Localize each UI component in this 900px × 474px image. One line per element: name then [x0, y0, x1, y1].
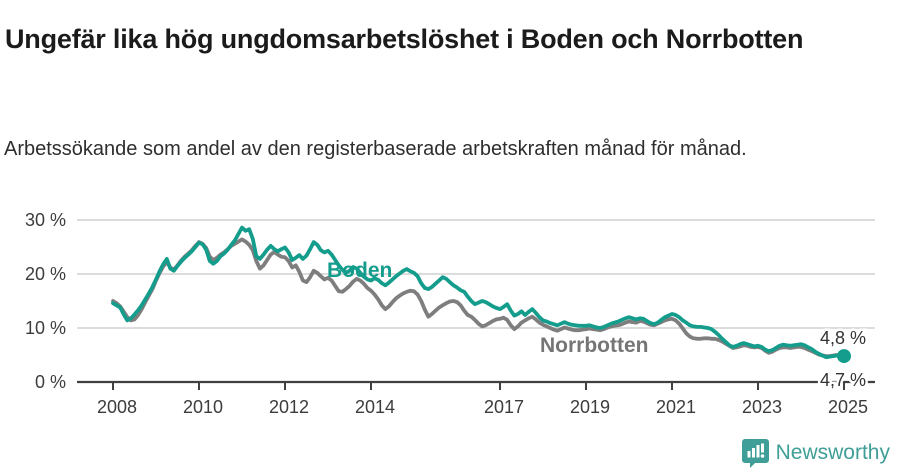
series-end-dot — [837, 349, 851, 364]
x-tick-label: 2023 — [742, 397, 782, 417]
x-tick-label: 2014 — [355, 397, 395, 417]
x-tick-label: 2021 — [656, 397, 696, 417]
line-chart: 0 % 10 % 20 % 30 % 2008 2010 2012 2014 2017 2019… — [0, 200, 900, 440]
y-tick-label: 30 % — [25, 210, 66, 230]
gridlines — [77, 219, 875, 384]
x-tick-label: 2010 — [183, 397, 223, 417]
brand-name: Newsworthy — [775, 441, 890, 464]
series-label-norrbotten: Norrbotten — [540, 334, 649, 357]
x-axis: 2008 2010 2012 2014 2017 2019 2021 2023 2025 — [97, 382, 868, 417]
y-tick-label: 20 % — [25, 264, 66, 284]
series-line-norrbotten — [111, 237, 846, 359]
y-tick-label: 10 % — [25, 318, 66, 338]
x-tick-label: 2019 — [570, 397, 610, 417]
page-title: Ungefär lika hög ungdomsarbetslöshet i B… — [5, 24, 804, 55]
series-label-boden: Boden — [327, 259, 392, 282]
x-tick-label: 2008 — [97, 397, 137, 417]
chart-subtitle: Arbetssökande som andel av den registerb… — [4, 138, 747, 160]
y-axis-labels: 0 % 10 % 20 % 30 % — [25, 210, 66, 392]
x-tick-label: 2025 — [828, 397, 868, 417]
end-value-norrbotten: 4,7 % — [820, 370, 866, 390]
series-line-boden — [111, 225, 846, 360]
x-tick-label: 2017 — [484, 397, 524, 417]
series-lines — [111, 225, 851, 364]
chart-canvas: 0 % 10 % 20 % 30 % 2008 2010 2012 2014 2017 2019… — [25, 210, 875, 417]
end-value-boden: 4,8 % — [820, 328, 866, 348]
newsworthy-logo-icon — [741, 439, 769, 468]
y-tick-label: 0 % — [35, 372, 66, 392]
brand-footer: Newsworthy — [741, 438, 890, 468]
x-tick-label: 2012 — [269, 397, 309, 417]
